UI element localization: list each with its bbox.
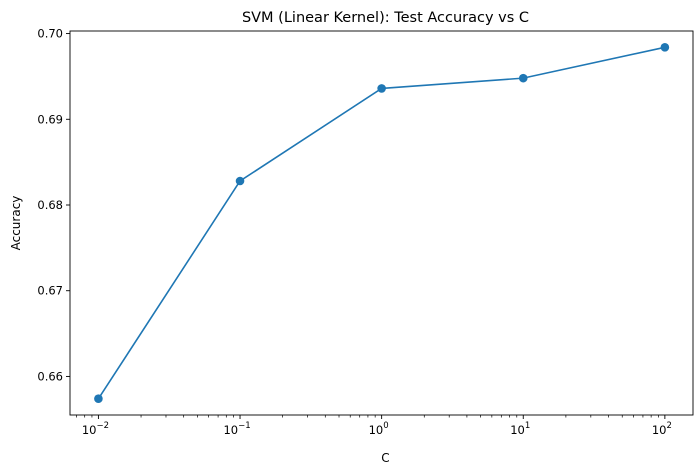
- data-point: [377, 84, 386, 93]
- y-tick-label: 0.67: [37, 284, 63, 298]
- data-point: [660, 42, 670, 52]
- x-tick-label: 101: [510, 421, 530, 437]
- y-tick-label: 0.70: [37, 27, 63, 41]
- plot-area: 10−2 10−1 100 101 102 0.66 0.67 0.68 0.69 0.70: [37, 27, 694, 437]
- data-point: [518, 73, 528, 83]
- y-tick-label: 0.66: [37, 369, 63, 383]
- y-axis-label: Accuracy: [9, 196, 23, 251]
- chart-title: SVM (Linear Kernel): Test Accuracy vs C: [242, 10, 529, 26]
- x-tick-label: 100: [369, 421, 389, 437]
- x-tick-label: 10−2: [82, 421, 109, 437]
- x-axis-label: C: [381, 451, 389, 465]
- y-tick-label: 0.68: [37, 198, 63, 212]
- y-tick-label: 0.69: [37, 112, 63, 126]
- data-point: [94, 394, 103, 404]
- data-point: [235, 176, 245, 186]
- x-tick-label: 10−1: [223, 421, 250, 437]
- x-tick-label: 102: [652, 421, 672, 437]
